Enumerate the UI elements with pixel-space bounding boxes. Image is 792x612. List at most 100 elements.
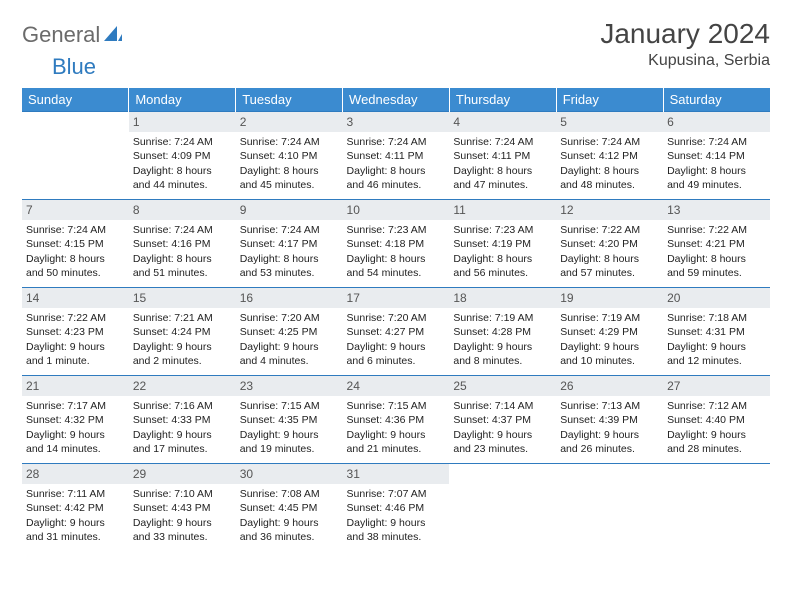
- daylight-text: and 17 minutes.: [133, 442, 232, 456]
- sunset-text: Sunset: 4:45 PM: [240, 501, 339, 515]
- sunset-text: Sunset: 4:24 PM: [133, 325, 232, 339]
- sunset-text: Sunset: 4:18 PM: [347, 237, 446, 251]
- day-number: 29: [129, 464, 236, 484]
- calendar-row: 28Sunrise: 7:11 AMSunset: 4:42 PMDayligh…: [22, 464, 770, 552]
- weekday-header: Thursday: [449, 88, 556, 112]
- sunset-text: Sunset: 4:15 PM: [26, 237, 125, 251]
- daylight-text: Daylight: 8 hours: [560, 252, 659, 266]
- sunset-text: Sunset: 4:36 PM: [347, 413, 446, 427]
- sunrise-text: Sunrise: 7:21 AM: [133, 311, 232, 325]
- day-number: 27: [663, 376, 770, 396]
- day-number: 20: [663, 288, 770, 308]
- day-number: 24: [343, 376, 450, 396]
- daylight-text: and 1 minute.: [26, 354, 125, 368]
- sunrise-text: Sunrise: 7:22 AM: [26, 311, 125, 325]
- sunset-text: Sunset: 4:35 PM: [240, 413, 339, 427]
- sunset-text: Sunset: 4:31 PM: [667, 325, 766, 339]
- daylight-text: and 8 minutes.: [453, 354, 552, 368]
- daylight-text: Daylight: 8 hours: [560, 164, 659, 178]
- daylight-text: and 26 minutes.: [560, 442, 659, 456]
- calendar-cell: 15Sunrise: 7:21 AMSunset: 4:24 PMDayligh…: [129, 288, 236, 376]
- sunrise-text: Sunrise: 7:14 AM: [453, 399, 552, 413]
- daylight-text: and 56 minutes.: [453, 266, 552, 280]
- sunrise-text: Sunrise: 7:24 AM: [667, 135, 766, 149]
- daylight-text: Daylight: 8 hours: [347, 164, 446, 178]
- daylight-text: Daylight: 8 hours: [133, 164, 232, 178]
- calendar-cell: 19Sunrise: 7:19 AMSunset: 4:29 PMDayligh…: [556, 288, 663, 376]
- weekday-header: Monday: [129, 88, 236, 112]
- logo-sail-icon: [103, 22, 123, 48]
- daylight-text: Daylight: 9 hours: [26, 428, 125, 442]
- sunrise-text: Sunrise: 7:18 AM: [667, 311, 766, 325]
- sunrise-text: Sunrise: 7:08 AM: [240, 487, 339, 501]
- calendar-cell: 18Sunrise: 7:19 AMSunset: 4:28 PMDayligh…: [449, 288, 556, 376]
- calendar-cell: 10Sunrise: 7:23 AMSunset: 4:18 PMDayligh…: [343, 200, 450, 288]
- calendar-cell: 26Sunrise: 7:13 AMSunset: 4:39 PMDayligh…: [556, 376, 663, 464]
- daylight-text: Daylight: 8 hours: [133, 252, 232, 266]
- sunrise-text: Sunrise: 7:07 AM: [347, 487, 446, 501]
- day-number: 21: [22, 376, 129, 396]
- calendar-row: 7Sunrise: 7:24 AMSunset: 4:15 PMDaylight…: [22, 200, 770, 288]
- sunrise-text: Sunrise: 7:24 AM: [133, 135, 232, 149]
- daylight-text: Daylight: 9 hours: [453, 428, 552, 442]
- day-number: 4: [449, 112, 556, 132]
- sunrise-text: Sunrise: 7:20 AM: [240, 311, 339, 325]
- sunrise-text: Sunrise: 7:16 AM: [133, 399, 232, 413]
- day-number: 17: [343, 288, 450, 308]
- day-number: 6: [663, 112, 770, 132]
- daylight-text: Daylight: 8 hours: [26, 252, 125, 266]
- day-number: 7: [22, 200, 129, 220]
- sunrise-text: Sunrise: 7:24 AM: [26, 223, 125, 237]
- sunrise-text: Sunrise: 7:24 AM: [453, 135, 552, 149]
- daylight-text: Daylight: 9 hours: [347, 340, 446, 354]
- sunrise-text: Sunrise: 7:22 AM: [667, 223, 766, 237]
- calendar-table: SundayMondayTuesdayWednesdayThursdayFrid…: [22, 88, 770, 552]
- daylight-text: Daylight: 9 hours: [133, 516, 232, 530]
- daylight-text: Daylight: 8 hours: [667, 252, 766, 266]
- calendar-cell: 4Sunrise: 7:24 AMSunset: 4:11 PMDaylight…: [449, 112, 556, 200]
- daylight-text: and 57 minutes.: [560, 266, 659, 280]
- day-number: 31: [343, 464, 450, 484]
- calendar-cell: 22Sunrise: 7:16 AMSunset: 4:33 PMDayligh…: [129, 376, 236, 464]
- logo: General: [22, 22, 124, 48]
- sunrise-text: Sunrise: 7:19 AM: [453, 311, 552, 325]
- sunset-text: Sunset: 4:20 PM: [560, 237, 659, 251]
- day-number: 11: [449, 200, 556, 220]
- daylight-text: and 49 minutes.: [667, 178, 766, 192]
- weekday-header: Friday: [556, 88, 663, 112]
- daylight-text: and 36 minutes.: [240, 530, 339, 544]
- day-number: 22: [129, 376, 236, 396]
- calendar-cell: [663, 464, 770, 552]
- sunset-text: Sunset: 4:09 PM: [133, 149, 232, 163]
- day-number: 10: [343, 200, 450, 220]
- daylight-text: Daylight: 9 hours: [347, 516, 446, 530]
- daylight-text: and 46 minutes.: [347, 178, 446, 192]
- calendar-cell: 2Sunrise: 7:24 AMSunset: 4:10 PMDaylight…: [236, 112, 343, 200]
- calendar-row: 21Sunrise: 7:17 AMSunset: 4:32 PMDayligh…: [22, 376, 770, 464]
- calendar-cell: 24Sunrise: 7:15 AMSunset: 4:36 PMDayligh…: [343, 376, 450, 464]
- daylight-text: Daylight: 9 hours: [133, 340, 232, 354]
- daylight-text: and 44 minutes.: [133, 178, 232, 192]
- calendar-cell: 9Sunrise: 7:24 AMSunset: 4:17 PMDaylight…: [236, 200, 343, 288]
- calendar-row: 1Sunrise: 7:24 AMSunset: 4:09 PMDaylight…: [22, 112, 770, 200]
- sunrise-text: Sunrise: 7:23 AM: [347, 223, 446, 237]
- sunrise-text: Sunrise: 7:24 AM: [240, 135, 339, 149]
- day-number: 8: [129, 200, 236, 220]
- calendar-cell: [22, 112, 129, 200]
- calendar-cell: 28Sunrise: 7:11 AMSunset: 4:42 PMDayligh…: [22, 464, 129, 552]
- daylight-text: Daylight: 8 hours: [240, 252, 339, 266]
- daylight-text: Daylight: 8 hours: [453, 252, 552, 266]
- daylight-text: Daylight: 9 hours: [667, 428, 766, 442]
- daylight-text: and 59 minutes.: [667, 266, 766, 280]
- daylight-text: Daylight: 9 hours: [240, 340, 339, 354]
- sunrise-text: Sunrise: 7:10 AM: [133, 487, 232, 501]
- sunrise-text: Sunrise: 7:13 AM: [560, 399, 659, 413]
- sunrise-text: Sunrise: 7:23 AM: [453, 223, 552, 237]
- daylight-text: and 2 minutes.: [133, 354, 232, 368]
- calendar-cell: 25Sunrise: 7:14 AMSunset: 4:37 PMDayligh…: [449, 376, 556, 464]
- sunset-text: Sunset: 4:40 PM: [667, 413, 766, 427]
- logo-text-1: General: [22, 22, 100, 48]
- sunset-text: Sunset: 4:39 PM: [560, 413, 659, 427]
- sunset-text: Sunset: 4:25 PM: [240, 325, 339, 339]
- daylight-text: Daylight: 9 hours: [453, 340, 552, 354]
